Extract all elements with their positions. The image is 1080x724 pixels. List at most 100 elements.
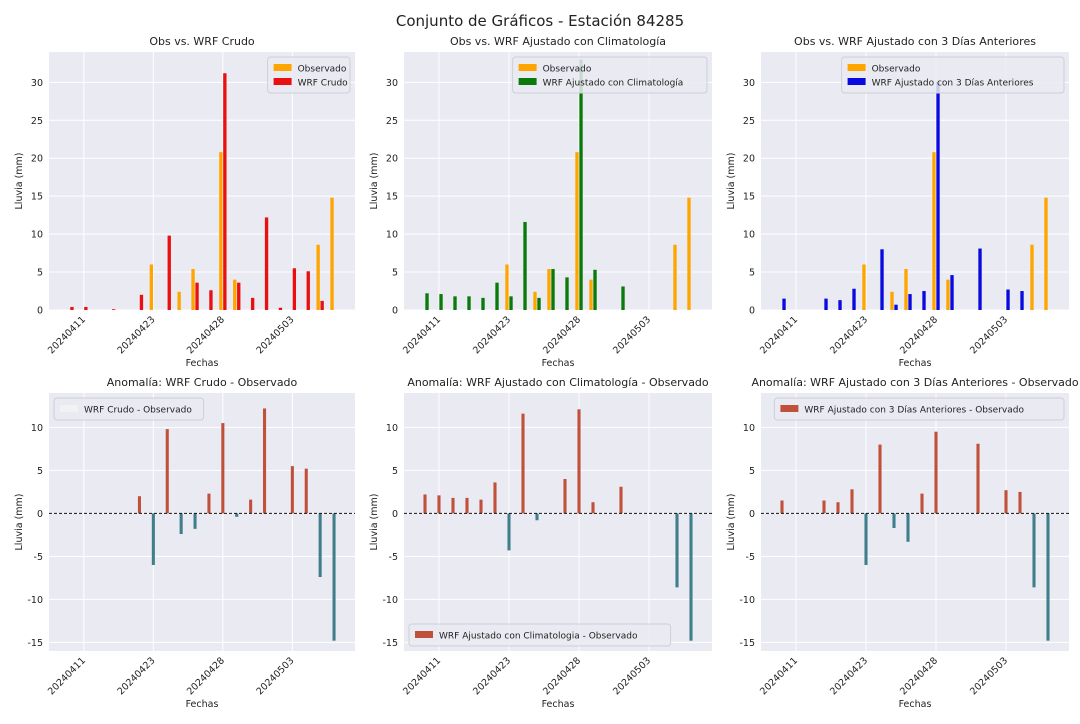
bar bbox=[191, 269, 195, 310]
y-tick-label: 5 bbox=[392, 268, 398, 279]
bar bbox=[864, 513, 868, 565]
bar bbox=[70, 306, 74, 310]
bar bbox=[822, 500, 826, 514]
bar bbox=[167, 235, 171, 310]
x-tick-label: 20240503 bbox=[254, 314, 296, 356]
y-tick-label: 5 bbox=[392, 466, 398, 477]
legend-label: WRF Crudo - Observado bbox=[84, 406, 192, 416]
bar bbox=[537, 297, 541, 310]
bar bbox=[976, 443, 980, 514]
bar bbox=[111, 309, 116, 310]
legend-label: Observado bbox=[872, 65, 921, 75]
bar bbox=[1004, 490, 1008, 514]
legend-box bbox=[53, 397, 205, 421]
legend-label: Observado bbox=[543, 65, 592, 75]
legend-label: WRF Ajustado con Climatología bbox=[543, 79, 684, 89]
bar bbox=[591, 502, 595, 514]
plot-area bbox=[404, 52, 712, 310]
bar bbox=[551, 269, 555, 310]
legend: Observado WRF Ajustado con 3 Días Anterio… bbox=[841, 56, 1065, 94]
bar bbox=[177, 291, 181, 310]
bar bbox=[675, 513, 679, 588]
y-tick-label: 10 bbox=[743, 230, 755, 241]
legend-swatch bbox=[415, 631, 433, 638]
chart-panel-1: 0 5 10 15 20 25 30 20240411 20240423 20240428 2024… bbox=[14, 35, 355, 369]
x-axis-label: Fechas bbox=[899, 699, 932, 710]
bar bbox=[978, 248, 982, 310]
y-tick-label: 0 bbox=[37, 509, 43, 520]
legend-label: WRF Crudo bbox=[298, 79, 349, 89]
y-tick-label: 10 bbox=[743, 423, 755, 434]
y-tick-label: -5 bbox=[34, 552, 43, 563]
bar bbox=[862, 264, 866, 310]
bar bbox=[250, 297, 255, 310]
bar bbox=[139, 294, 144, 310]
y-tick-label: 0 bbox=[392, 509, 398, 520]
bar bbox=[894, 304, 898, 310]
bar bbox=[1018, 491, 1022, 514]
bar bbox=[195, 282, 199, 310]
bar bbox=[165, 429, 169, 514]
legend-swatch bbox=[847, 64, 866, 71]
x-tick-label: 20240411 bbox=[401, 655, 443, 697]
bar bbox=[673, 244, 677, 310]
bar bbox=[521, 413, 525, 514]
y-tick-label: 5 bbox=[749, 268, 755, 279]
y-tick-label: 25 bbox=[31, 116, 43, 127]
y-tick-label: 30 bbox=[386, 78, 398, 89]
bar bbox=[330, 197, 334, 310]
x-tick-label: 20240428 bbox=[185, 314, 227, 356]
bar bbox=[320, 300, 324, 310]
y-tick-label: 5 bbox=[749, 466, 755, 477]
bar bbox=[306, 271, 310, 310]
plot-area bbox=[49, 52, 355, 310]
legend-swatch bbox=[780, 405, 799, 412]
bar bbox=[179, 513, 183, 535]
legend: Observado WRF Crudo bbox=[267, 56, 351, 94]
bar bbox=[934, 431, 938, 514]
legend: WRF Ajustado con Climatologia - Observad… bbox=[408, 623, 672, 647]
y-tick-label: 20 bbox=[743, 154, 755, 165]
plot-area bbox=[761, 393, 1069, 651]
bar bbox=[223, 73, 227, 310]
bar bbox=[304, 468, 308, 514]
y-tick-label: -15 bbox=[382, 638, 398, 649]
bar bbox=[453, 296, 457, 310]
y-tick-label: 10 bbox=[386, 423, 398, 434]
y-tick-label: -10 bbox=[382, 595, 398, 606]
bar bbox=[137, 496, 141, 514]
bar bbox=[563, 479, 567, 514]
bar bbox=[437, 495, 441, 514]
bar bbox=[780, 500, 784, 514]
chart-panel-5: -15 -10 -5 0 5 10 20240411 20240423 20240428 2024… bbox=[369, 376, 712, 710]
legend-box bbox=[408, 623, 672, 647]
plot-area bbox=[761, 52, 1069, 310]
bar bbox=[207, 493, 211, 514]
bar bbox=[535, 513, 539, 521]
x-axis-label: Fechas bbox=[186, 699, 219, 710]
bar bbox=[249, 499, 253, 514]
legend-swatch bbox=[518, 78, 537, 85]
y-tick-label: 15 bbox=[31, 192, 43, 203]
chart-title: Anomalía: WRF Crudo - Observado bbox=[107, 376, 298, 389]
bar bbox=[233, 279, 237, 310]
bar bbox=[1006, 289, 1010, 310]
y-tick-label: -5 bbox=[389, 552, 398, 563]
bar bbox=[904, 269, 908, 310]
legend: Observado WRF Ajustado con Climatología bbox=[512, 56, 708, 94]
y-tick-label: 0 bbox=[392, 306, 398, 317]
x-tick-label: 20240503 bbox=[968, 655, 1010, 697]
bar bbox=[922, 291, 926, 310]
y-tick-label: 25 bbox=[386, 116, 398, 127]
x-axis-label: Fechas bbox=[186, 358, 219, 369]
x-tick-label: 20240423 bbox=[115, 655, 157, 697]
legend: WRF Crudo - Observado bbox=[53, 397, 205, 421]
bar bbox=[505, 264, 509, 310]
plot-area bbox=[49, 393, 355, 651]
x-tick-label: 20240428 bbox=[541, 655, 583, 697]
chart-title: Obs vs. WRF Ajustado con 3 Días Anterior… bbox=[794, 35, 1036, 48]
chart-title: Anomalía: WRF Ajustado con 3 Días Anteri… bbox=[751, 376, 1078, 389]
legend-label: WRF Ajustado con 3 Días Anteriores bbox=[872, 79, 1034, 89]
bar bbox=[1046, 513, 1050, 641]
bar bbox=[209, 290, 213, 310]
